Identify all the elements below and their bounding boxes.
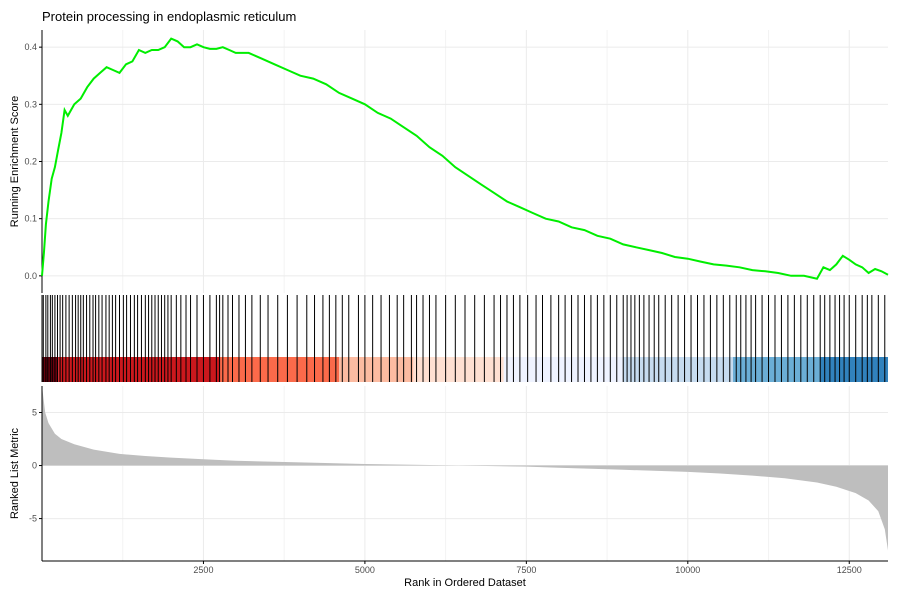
es-y-tick-label: 0.3 — [24, 99, 37, 109]
rank-y-tick-label: 0 — [32, 461, 37, 471]
chart-title: Protein processing in endoplasmic reticu… — [42, 9, 296, 24]
rank-y-tick-label: -5 — [29, 514, 37, 524]
enrichment-score-ylabel: Running Enrichment Score — [9, 96, 21, 227]
rank-heat-band — [339, 357, 414, 382]
rank-heat-band — [820, 357, 888, 382]
x-axis-label: Rank in Ordered Dataset — [404, 577, 526, 589]
x-tick-label: 7500 — [516, 565, 536, 575]
rank-heat-band — [503, 357, 624, 382]
ranked-metric-area — [42, 386, 888, 551]
es-y-tick-label: 0.2 — [24, 157, 37, 167]
x-tick-label: 10000 — [675, 565, 700, 575]
enrichment-score-panel: 0.0 0.1 0.2 0.3 0.4 — [24, 30, 889, 293]
x-tick-label: 5000 — [355, 565, 375, 575]
rank-heat-band — [219, 357, 340, 382]
rank-heat-band — [413, 357, 504, 382]
x-tick-label: 2500 — [193, 565, 213, 575]
rank-heat-band — [58, 357, 220, 382]
x-tick-label: 12500 — [837, 565, 862, 575]
gene-hits-panel — [41, 295, 888, 382]
enrichment-score-line — [41, 37, 889, 280]
es-y-tick-label: 0.1 — [24, 214, 37, 224]
ranked-metric-panel: -5 0 5 2500 5000 7500 10000 12500 — [29, 386, 888, 575]
ranked-metric-ylabel: Ranked List Metric — [9, 427, 21, 519]
es-y-tick-label: 0.4 — [24, 42, 37, 52]
rank-y-tick-label: 5 — [32, 408, 37, 418]
es-y-tick-label: 0.0 — [24, 271, 37, 281]
rank-heat-band — [733, 357, 821, 382]
